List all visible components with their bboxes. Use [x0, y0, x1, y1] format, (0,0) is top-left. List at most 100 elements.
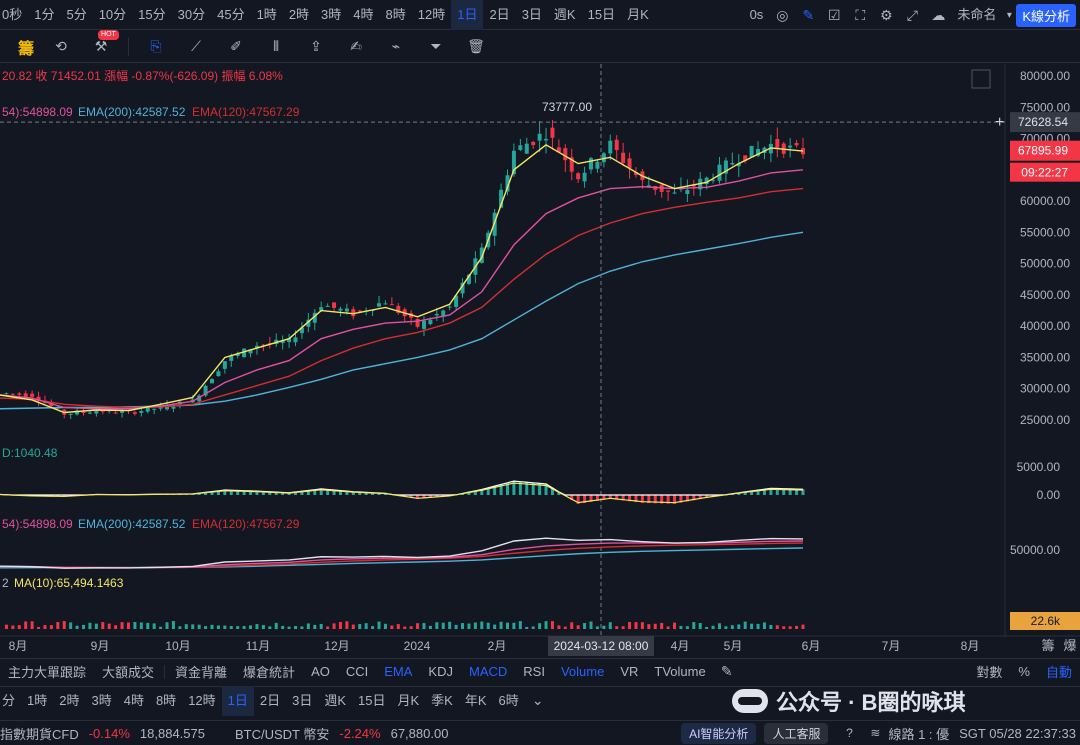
bookmark-icon[interactable]: ⎘: [150, 38, 162, 54]
ticker1-name[interactable]: 指數期貨CFD: [0, 726, 79, 742]
scale-option-0[interactable]: 對數: [976, 665, 1003, 680]
volume-bar: [126, 622, 130, 629]
price-tick-11: 25000.00: [1020, 413, 1070, 427]
candle-body: [749, 145, 754, 158]
bottom-timeframe-13[interactable]: 季K: [431, 692, 453, 708]
bottom-timeframe-0[interactable]: 分: [2, 692, 16, 708]
candle-body: [10, 393, 15, 395]
bottom-timeframe-9[interactable]: 3日: [292, 692, 313, 708]
filter-icon[interactable]: ⏷: [430, 38, 442, 54]
checkbox-icon[interactable]: ☑: [828, 6, 841, 23]
timeframe-18[interactable]: 月K: [627, 6, 649, 22]
indicator-12[interactable]: TVolume: [654, 664, 706, 679]
link-icon[interactable]: ⌁: [391, 38, 401, 54]
chip-distribution-button[interactable]: 籌: [18, 40, 35, 58]
bottom-timeframe-12[interactable]: 月K: [397, 692, 420, 708]
timeframe-13[interactable]: 1日: [451, 0, 484, 30]
chart-area[interactable]: 80000.0075000.0070000.0065000.0060000.00…: [0, 64, 1080, 657]
timeframe-1[interactable]: 1分: [34, 6, 55, 22]
timeframe-0[interactable]: 0秒: [2, 6, 23, 22]
brush-icon[interactable]: ✐: [230, 38, 242, 54]
indicator-3[interactable]: 爆倉統計: [243, 665, 296, 680]
line-status[interactable]: 線路 1 : 優: [888, 726, 950, 742]
indicator-6[interactable]: EMA: [384, 664, 413, 679]
volume-bar: [306, 623, 310, 629]
fullscreen-icon[interactable]: ⛶: [855, 6, 866, 23]
bottom-timeframe-8[interactable]: 2日: [259, 692, 281, 708]
kline-analysis-button[interactable]: K線分析: [1016, 3, 1076, 27]
bottom-timeframe-10[interactable]: 週K: [324, 692, 347, 708]
indicator-4[interactable]: AO: [311, 664, 330, 679]
chevron-down-icon[interactable]: ▾: [1006, 9, 1012, 21]
macd-hist-bar: [261, 491, 265, 495]
timeframe-14[interactable]: 2日: [489, 6, 510, 22]
candle-body: [633, 172, 638, 175]
crosshair-price-box: [1010, 112, 1080, 133]
bottom-timeframe-5[interactable]: 8時: [155, 692, 177, 708]
indicator-9[interactable]: RSI: [523, 664, 545, 679]
customer-service-button[interactable]: 人工客服: [764, 722, 829, 744]
bottom-timeframe-3[interactable]: 3時: [91, 692, 112, 708]
ticker2-name[interactable]: BTC/USDT 幣安: [235, 726, 330, 742]
timeframe-17[interactable]: 15日: [587, 6, 616, 22]
volume-bar: [338, 621, 342, 629]
ruler-icon[interactable]: ⟋: [191, 38, 201, 54]
macd-hist-bar: [544, 483, 548, 495]
timeframe-8[interactable]: 2時: [288, 6, 310, 22]
indicator-switch-icon[interactable]: ⟲: [55, 38, 67, 54]
bottom-timeframe-6[interactable]: 12時: [188, 692, 216, 708]
timeframe-3[interactable]: 10分: [98, 6, 127, 22]
bottom-timeframe-7[interactable]: 1日: [221, 685, 254, 716]
timeframe-16[interactable]: 週K: [553, 6, 576, 22]
legend-ema-200: EMA(200):42587.52: [78, 105, 186, 119]
edit-indicators-icon[interactable]: ✎: [720, 663, 733, 679]
timeframe-4[interactable]: 15分: [138, 6, 166, 22]
macd-hist-bar: [409, 495, 413, 498]
bottom-timeframe-11[interactable]: 15日: [358, 692, 386, 708]
timeframe-15[interactable]: 3日: [521, 6, 542, 22]
indicator-1[interactable]: 大額成交: [102, 665, 155, 680]
candle-body: [30, 393, 35, 397]
timeframe-10[interactable]: 4時: [353, 6, 374, 22]
scale-option-2[interactable]: 自動: [1045, 665, 1072, 680]
bottom-timeframe-1[interactable]: 1時: [27, 692, 48, 708]
bottom-timeframe-2[interactable]: 2時: [59, 692, 80, 708]
expand-icon[interactable]: ⤢: [906, 6, 918, 23]
indicator-11[interactable]: VR: [620, 664, 639, 679]
timeframe-2[interactable]: 5分: [66, 6, 87, 22]
draw-pen-icon[interactable]: ✎: [802, 6, 815, 23]
indicator-10[interactable]: Volume: [560, 664, 605, 679]
timeframe-7[interactable]: 1時: [256, 6, 277, 22]
indicator-8[interactable]: MACD: [468, 664, 508, 679]
indicator-5[interactable]: CCI: [345, 664, 369, 679]
indicator-0[interactable]: 主力大單跟踪: [8, 665, 87, 680]
bottom-timeframe-14[interactable]: 年K: [464, 692, 487, 708]
trash-icon[interactable]: 🗑: [467, 38, 485, 54]
volume-bar: [750, 623, 754, 629]
macd-hist-bar: [621, 495, 625, 501]
candles-icon[interactable]: ⫴: [273, 38, 279, 54]
scale-option-1[interactable]: %: [1018, 664, 1030, 679]
layout-name[interactable]: 未命名: [957, 7, 997, 22]
upload-icon[interactable]: ⇪: [310, 38, 322, 54]
camera-icon[interactable]: ◎: [776, 6, 789, 23]
timeframe-9[interactable]: 3時: [321, 6, 342, 22]
ai-analysis-button[interactable]: AI智能分析: [681, 722, 757, 744]
volume-bar: [332, 623, 336, 629]
timeframe-11[interactable]: 8時: [385, 6, 406, 22]
timeframe-12[interactable]: 12時: [417, 6, 446, 22]
legend-ema-120: EMA(120):47567.29: [192, 105, 300, 119]
help-icon[interactable]: ?: [846, 726, 853, 740]
note-icon[interactable]: ✍: [350, 38, 362, 54]
timeframe-5[interactable]: 30分: [177, 6, 206, 22]
bottom-timeframe-15[interactable]: 6時: [498, 692, 519, 708]
indicator-2[interactable]: 資金背離: [175, 665, 228, 680]
magic-tool-icon[interactable]: ⚒ HOT: [88, 29, 119, 60]
settings-gear-icon[interactable]: ⚙: [880, 6, 893, 23]
candle-body: [132, 412, 137, 414]
timeframe-6[interactable]: 45分: [217, 6, 245, 22]
macd-hist-bar: [204, 492, 208, 495]
indicator-7[interactable]: KDJ: [428, 664, 453, 679]
bottom-timeframe-4[interactable]: 4時: [123, 692, 144, 708]
bottom-more-icon[interactable]: ⌄: [531, 692, 544, 708]
